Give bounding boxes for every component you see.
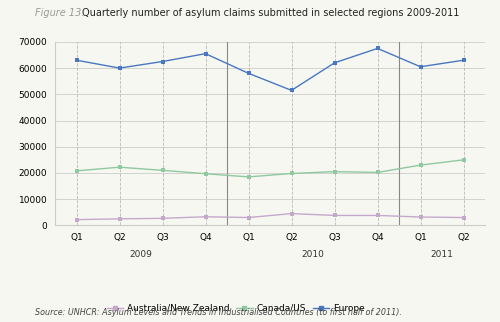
Text: 2009: 2009 [130, 251, 152, 260]
Legend: Australia/New Zealand, Canada/US, Europe: Australia/New Zealand, Canada/US, Europe [103, 300, 368, 316]
Text: 2011: 2011 [430, 251, 454, 260]
Text: Quarterly number of asylum claims submitted in selected regions 2009-2011: Quarterly number of asylum claims submit… [82, 8, 460, 18]
Text: Source: UNHCR: Asylum Levels and Trends in Industrialised Countries (to first ha: Source: UNHCR: Asylum Levels and Trends … [35, 308, 402, 317]
Text: 2010: 2010 [302, 251, 324, 260]
Text: Figure 13.: Figure 13. [35, 8, 84, 18]
